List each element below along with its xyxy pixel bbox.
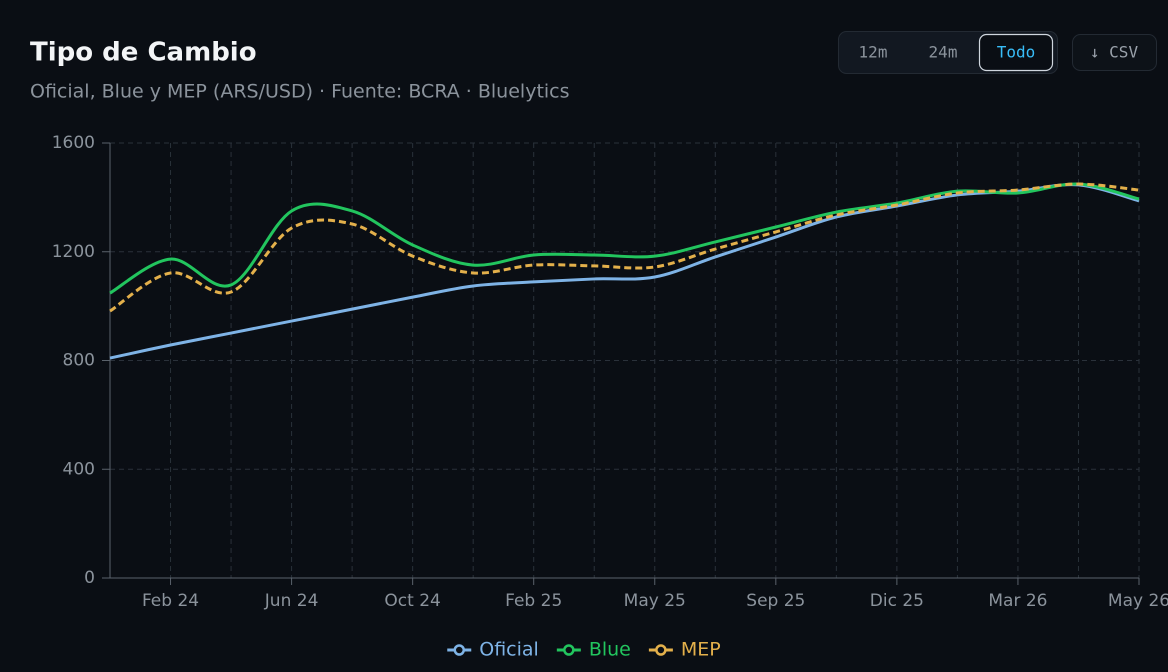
chart-subtitle: Oficial, Blue y MEP (ARS/USD) · Fuente: … (30, 81, 570, 103)
legend-marker (655, 644, 667, 656)
chart-title: Tipo de Cambio (30, 38, 257, 68)
x-tick-label: Feb 25 (505, 591, 562, 611)
legend-label: Blue (589, 639, 631, 661)
x-tick-label: May 25 (624, 591, 686, 611)
x-tick-label: Sep 25 (746, 591, 805, 611)
legend-label: MEP (681, 639, 721, 661)
series-line (109, 182, 1140, 313)
series-line (109, 182, 1140, 295)
download-label[interactable]: ↓ CSV (1090, 43, 1139, 62)
download-button[interactable] (1072, 34, 1157, 71)
y-tick-label: 800 (63, 351, 95, 371)
range-button-active[interactable] (978, 33, 1054, 72)
y-tick-label: 0 (84, 568, 95, 588)
x-tick-label: Oct 24 (384, 591, 440, 611)
legend-marker (563, 644, 575, 656)
range-button[interactable]: 12m (859, 43, 888, 62)
range-button[interactable]: 24m (929, 43, 958, 62)
legend-marker (453, 644, 466, 656)
legend-label: Oficial (479, 639, 539, 661)
x-tick-label: Mar 26 (988, 591, 1047, 611)
y-tick-label: 1200 (52, 242, 95, 262)
x-tick-label: Feb 24 (142, 591, 199, 611)
series-line (109, 183, 1140, 360)
x-tick-label: Jun 24 (264, 591, 319, 611)
range-button[interactable]: Todo (997, 43, 1036, 62)
y-tick-label: 1600 (52, 133, 95, 153)
y-tick-label: 400 (63, 459, 95, 479)
x-tick-label: May 26 (1108, 591, 1168, 611)
x-tick-label: Dic 25 (870, 591, 924, 611)
